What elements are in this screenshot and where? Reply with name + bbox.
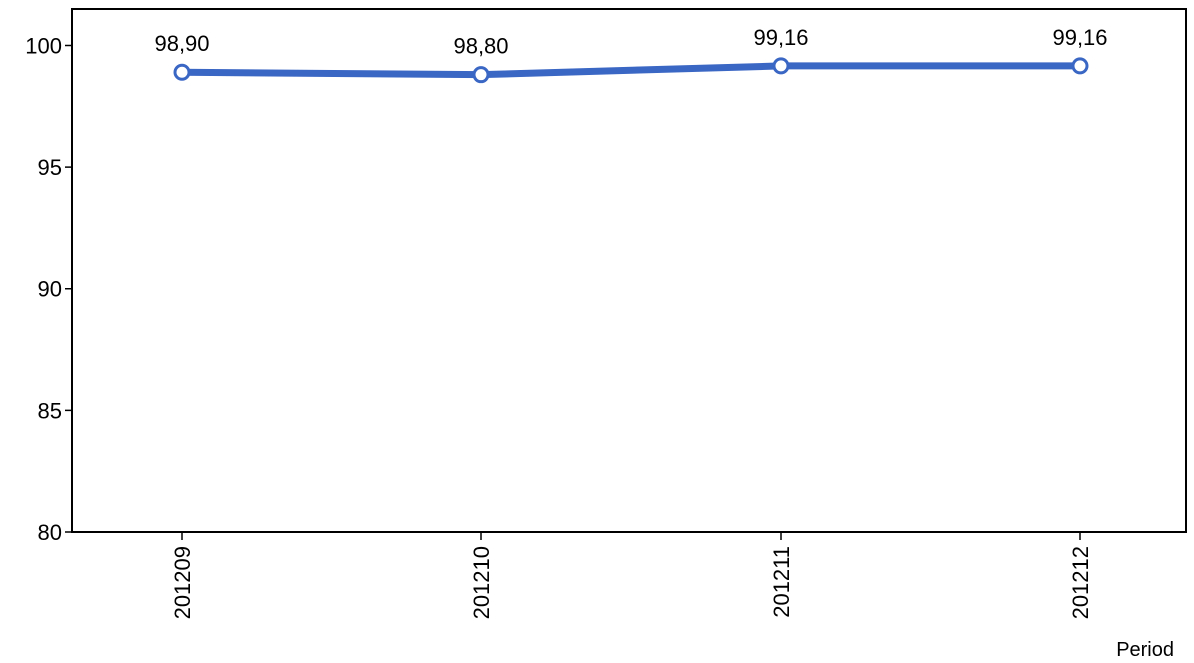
data-point (472, 66, 490, 84)
x-tick-label: 201211 (769, 546, 794, 618)
y-tick-label: 80 (38, 520, 62, 545)
series-layer (173, 57, 1089, 84)
x-tick-label: 201212 (1068, 546, 1093, 619)
data-point (1071, 57, 1089, 75)
y-axis: 80 85 90 95 100 (25, 33, 72, 545)
series-line (178, 62, 1084, 79)
data-label: 98,80 (453, 34, 508, 59)
data-label: 98,90 (154, 31, 209, 56)
plot-area (71, 8, 1187, 533)
x-axis-title: Period (1116, 639, 1174, 661)
y-tick-label: 95 (38, 155, 62, 180)
y-tick-label: 90 (38, 277, 62, 302)
data-labels: 98,90 98,80 99,16 99,16 (154, 25, 1107, 59)
data-point (772, 57, 790, 75)
x-tick-label: 201210 (469, 546, 494, 619)
x-axis: 201209 201210 201211 201212 (170, 532, 1093, 619)
data-label: 99,16 (753, 25, 808, 50)
data-label: 99,16 (1052, 25, 1107, 50)
y-tick-label: 85 (38, 398, 62, 423)
x-tick-label: 201209 (170, 546, 195, 619)
y-tick-label: 100 (25, 33, 62, 58)
data-point (173, 63, 191, 81)
